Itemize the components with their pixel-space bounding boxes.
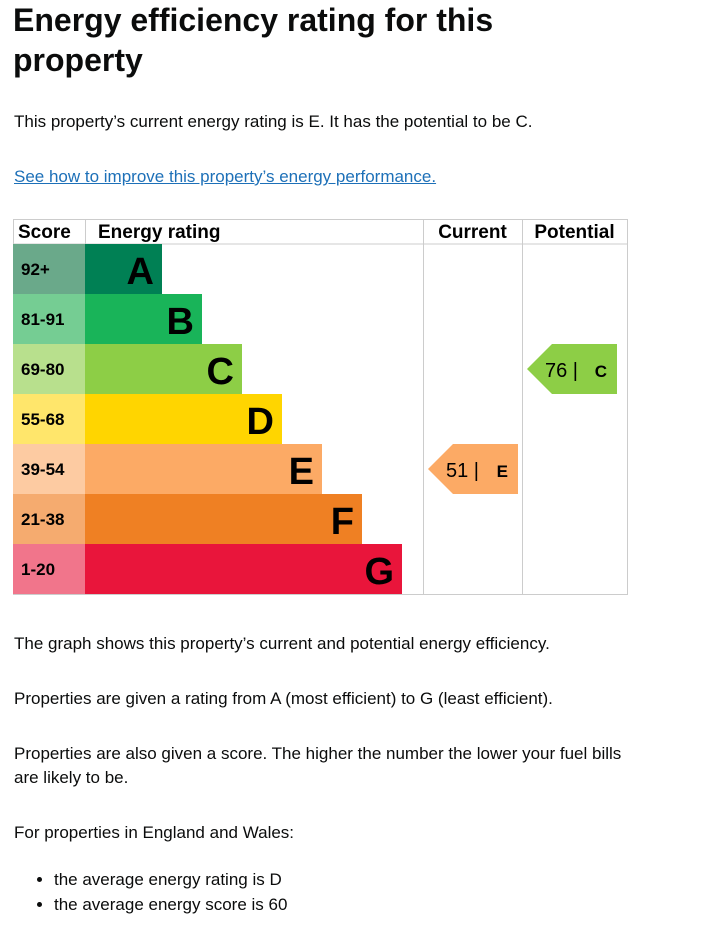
rating-bar-E — [85, 444, 322, 494]
score-label: 55-68 — [21, 410, 64, 429]
rating-bar-D — [85, 394, 282, 444]
rating-bar-A — [85, 244, 162, 294]
score-cell — [13, 494, 85, 544]
score-cell — [13, 344, 85, 394]
potential-letter: C — [595, 362, 607, 381]
paragraph: Properties are given a rating from A (mo… — [14, 689, 553, 708]
score-label: 92+ — [21, 260, 50, 279]
score-label: 69-80 — [21, 360, 64, 379]
page-title: Energy efficiency rating for this proper… — [13, 2, 494, 78]
score-cell — [13, 394, 85, 444]
list-item: the average energy score is 60 — [54, 892, 287, 917]
paragraph: For properties in England and Wales: — [14, 823, 295, 842]
score-cell — [13, 444, 85, 494]
intro-text: This property’s current energy rating is… — [14, 112, 533, 131]
list-item: the average energy rating is D — [54, 867, 287, 892]
score-label: 21-38 — [21, 510, 64, 529]
score-label: 1-20 — [21, 560, 55, 579]
score-cell — [13, 294, 85, 344]
column-header: Current — [438, 222, 507, 243]
rating-letter: E — [289, 451, 314, 493]
rating-letter: F — [331, 501, 354, 543]
current-letter: E — [497, 462, 508, 481]
averages-list: the average energy rating is D the avera… — [14, 867, 287, 917]
improve-link[interactable]: See how to improve this property’s energ… — [14, 167, 437, 186]
paragraph: Properties are also given a score. The h… — [14, 744, 622, 787]
rating-bar-B — [85, 294, 202, 344]
rating-bar-C — [85, 344, 242, 394]
rating-bar-G — [85, 544, 402, 594]
score-label: 39-54 — [21, 460, 65, 479]
current-score: 51 | — [446, 460, 479, 482]
score-label: 81-91 — [21, 310, 64, 329]
column-header: Energy rating — [98, 222, 220, 243]
score-cell — [13, 244, 85, 294]
rating-bar-F — [85, 494, 362, 544]
score-cell — [13, 544, 85, 594]
rating-letter: A — [127, 251, 154, 293]
current-arrow — [428, 444, 518, 494]
column-header: Score — [18, 222, 71, 243]
energy-rating-chart: Score Energy rating Current Potential 92+ A 81… — [13, 219, 628, 595]
column-header: Potential — [534, 222, 614, 243]
rating-letter: D — [247, 401, 274, 443]
potential-score: 76 | — [545, 360, 578, 382]
rating-letter: C — [207, 351, 234, 393]
paragraph: The graph shows this property’s current … — [14, 634, 550, 653]
rating-letter: G — [364, 551, 394, 593]
rating-letter: B — [167, 301, 194, 343]
potential-arrow — [527, 344, 617, 394]
